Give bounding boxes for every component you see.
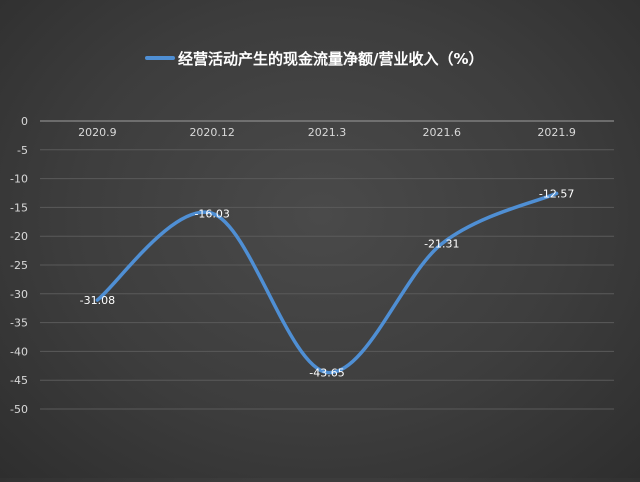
grid-lines [40,120,614,410]
data-label: -43.65 [309,366,344,379]
x-tick-label: 2020.12 [189,126,235,139]
chart-legend: 经营活动产生的现金流量净额/营业收入（%） [145,50,484,68]
data-point [440,242,444,246]
y-tick-label: -15 [10,201,28,214]
data-label: -16.03 [194,207,229,220]
y-tick-label: -50 [10,403,28,416]
y-tick-label: -35 [10,317,28,330]
data-point [555,191,559,195]
data-label: -12.57 [539,187,574,200]
y-tick-label: -45 [10,374,28,387]
data-labels: -31.08 -16.03 -43.65 -21.31 -12.57 [80,187,575,379]
y-tick-label: -20 [10,230,28,243]
y-tick-label: -40 [10,345,28,358]
data-label: -31.08 [80,294,115,307]
x-axis: 2020.9 2020.12 2021.3 2021.6 2021.9 [78,126,576,139]
legend-label: 经营活动产生的现金流量净额/营业收入（%） [178,50,484,68]
y-tick-label: -5 [17,144,28,157]
x-tick-label: 2020.9 [78,126,117,139]
data-point [95,298,99,302]
y-tick-label: 0 [21,115,28,128]
y-axis: 0 -5 -10 -15 -20 -25 -30 -35 -40 -45 -50 [10,115,28,416]
data-label: -21.31 [424,238,459,251]
y-tick-label: -30 [10,288,28,301]
data-point [210,211,214,215]
series-line [95,191,559,375]
y-tick-label: -25 [10,259,28,272]
x-tick-label: 2021.6 [423,126,462,139]
data-point [325,370,329,374]
x-tick-label: 2021.3 [308,126,347,139]
y-tick-label: -10 [10,173,28,186]
x-tick-label: 2021.9 [537,126,576,139]
series-line-group [95,191,559,375]
